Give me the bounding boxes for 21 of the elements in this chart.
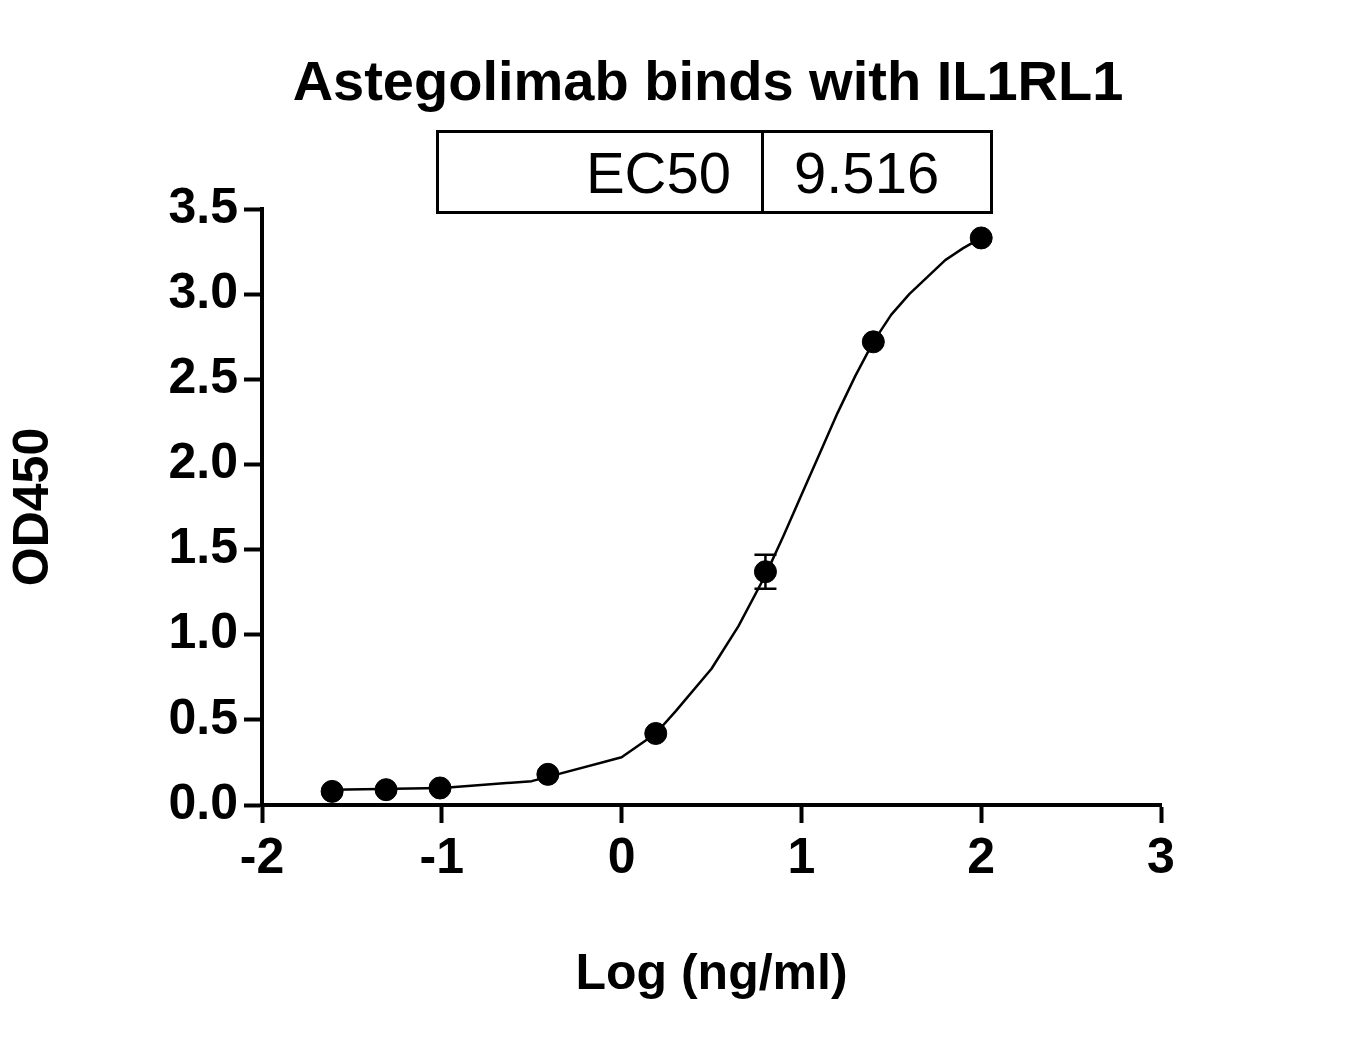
- y-tick-label: 1.0: [168, 603, 238, 660]
- x-tick-label: 1: [787, 827, 816, 884]
- point: [428, 776, 452, 800]
- value-table: EC50 9.516: [436, 130, 993, 214]
- y-tick-label: 3.5: [168, 177, 238, 234]
- y-axis-title: OD450: [2, 427, 59, 587]
- point: [969, 226, 993, 250]
- chart-title: Astegolimab binds with IL1RL1: [291, 48, 1125, 113]
- y-tick-label: 1.5: [168, 518, 238, 575]
- x-tick-label: -1: [419, 827, 465, 884]
- x-tick-label: 3: [1147, 827, 1175, 884]
- y-tick-label: 2.5: [168, 348, 238, 405]
- point: [320, 779, 344, 803]
- y-tick-label: 3.0: [168, 262, 238, 319]
- x-tick-label: -2: [239, 827, 285, 884]
- x-tick-label: 2: [967, 827, 996, 884]
- y-tick-label: 2.0: [168, 433, 238, 490]
- x-axis-title: Log (ng/ml): [575, 943, 848, 1000]
- x-tick-label: 0: [607, 827, 636, 884]
- y-tick-label: 0.5: [168, 688, 238, 745]
- y-tick-label: 0.0: [168, 773, 238, 830]
